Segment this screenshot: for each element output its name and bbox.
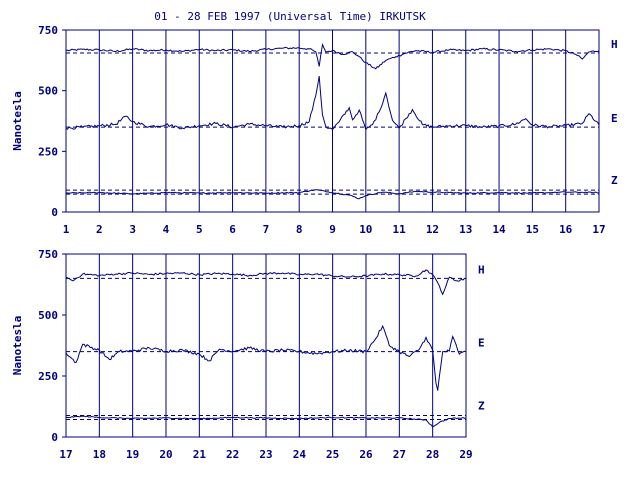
x-tick-label: 2	[96, 223, 103, 236]
y-axis-label: Nanotesla	[11, 316, 24, 376]
x-tick-label: 13	[459, 223, 472, 236]
y-tick-label: 0	[51, 431, 58, 444]
x-tick-label: 1	[63, 223, 70, 236]
x-tick-label: 20	[159, 448, 172, 461]
x-tick-label: 10	[359, 223, 372, 236]
series-label-h: H	[478, 264, 485, 277]
series-label-h: H	[611, 38, 618, 51]
x-tick-label: 12	[426, 223, 439, 236]
series-line-z	[65, 189, 600, 200]
x-tick-label: 9	[329, 223, 336, 236]
chart-title: 01 - 28 FEB 1997 (Universal Time) IRKUTS…	[154, 10, 426, 23]
series-line-h	[65, 269, 467, 296]
x-tick-label: 23	[259, 448, 272, 461]
panel-1: 1 2 3 4 5 6 7 8 9 10 11 12 13 14 15 16 170250500750Nanot…	[11, 24, 618, 236]
panel-2: 17 18 19 20 21 22 23 24 25 26 27 28 29 0 250 500 750 Nano…	[11, 248, 485, 461]
x-tick-label: 4	[163, 223, 170, 236]
x-tick-label: 25	[326, 448, 339, 461]
y-tick-label: 0	[51, 206, 58, 219]
x-tick-label: 16	[559, 223, 573, 236]
x-tick-label: 29	[459, 448, 472, 461]
y-tick-label: 750	[38, 248, 58, 261]
series-label-z: Z	[611, 174, 618, 187]
x-tick-label: 18	[93, 448, 106, 461]
series-line-z	[65, 415, 467, 428]
series-label-e: E	[478, 337, 485, 350]
x-tick-label: 14	[492, 223, 506, 236]
x-tick-label: 3	[129, 223, 136, 236]
x-tick-label: 6	[229, 223, 236, 236]
x-tick-label: 28	[426, 448, 439, 461]
y-tick-label: 250	[38, 145, 58, 158]
x-tick-label: 5	[196, 223, 203, 236]
x-tick-label: 15	[526, 223, 539, 236]
y-axis-label: Nanotesla	[11, 91, 24, 151]
series-line-h	[65, 42, 600, 70]
x-tick-label: 17	[59, 448, 72, 461]
y-tick-label: 250	[38, 370, 58, 383]
x-tick-label: 22	[226, 448, 239, 461]
x-tick-label: 26	[359, 448, 373, 461]
series-line-e	[65, 76, 600, 131]
x-tick-label: 8	[296, 223, 303, 236]
series-line-e	[65, 324, 467, 391]
y-tick-label: 500	[38, 85, 58, 98]
x-tick-label: 17	[592, 223, 605, 236]
y-tick-label: 500	[38, 309, 58, 322]
x-tick-label: 24	[293, 448, 307, 461]
x-tick-label: 19	[126, 448, 139, 461]
x-tick-label: 7	[263, 223, 270, 236]
y-tick-label: 750	[38, 24, 58, 37]
x-tick-label: 27	[393, 448, 406, 461]
series-label-e: E	[611, 112, 618, 125]
x-tick-label: 21	[193, 448, 207, 461]
x-tick-label: 11	[393, 223, 407, 236]
series-label-z: Z	[478, 399, 485, 412]
